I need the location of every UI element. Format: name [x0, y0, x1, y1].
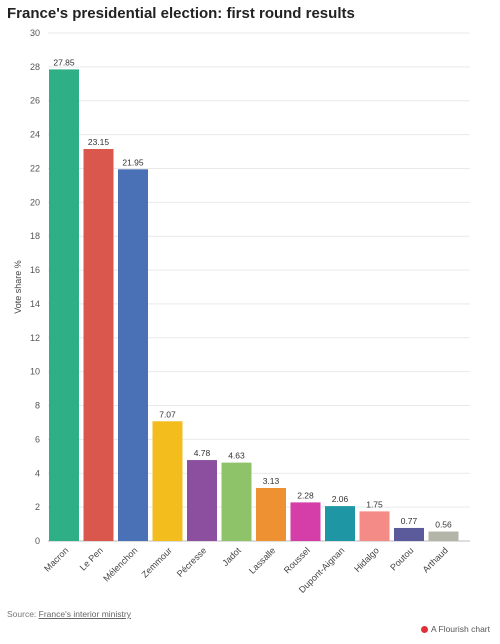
- bar[interactable]: [394, 527, 424, 541]
- y-tick-label: 12: [30, 333, 40, 343]
- source-prefix: Source:: [7, 609, 39, 619]
- category-label: Arthaud: [421, 545, 450, 574]
- y-tick-label: 18: [30, 231, 40, 241]
- y-tick-label: 22: [30, 163, 40, 173]
- y-tick-label: 14: [30, 299, 40, 309]
- bar[interactable]: [49, 69, 79, 541]
- category-label: Poutou: [388, 545, 415, 572]
- bars: [49, 69, 459, 541]
- value-label: 27.85: [53, 57, 75, 67]
- category-label: Mélenchon: [101, 545, 139, 583]
- value-labels: 27.85 23.15 21.95 7.07 4.78 4.63 3.13 2.28 2.06 1…: [53, 57, 452, 529]
- value-label: 21.95: [122, 157, 144, 167]
- y-tick-label: 24: [30, 130, 40, 140]
- bar[interactable]: [118, 169, 148, 541]
- category-label: Hidalgo: [352, 545, 381, 574]
- value-label: 2.28: [297, 490, 314, 500]
- flourish-credit[interactable]: A Flourish chart: [420, 624, 490, 634]
- flourish-logo-icon: [420, 625, 428, 633]
- y-tick-label: 8: [35, 401, 40, 411]
- value-label: 4.78: [194, 448, 211, 458]
- y-tick-label: 2: [35, 502, 40, 512]
- y-tick-label: 0: [35, 536, 40, 546]
- bar[interactable]: [290, 502, 321, 541]
- value-label: 2.06: [332, 494, 349, 504]
- y-tick-label: 16: [30, 265, 40, 275]
- bar[interactable]: [83, 148, 114, 541]
- value-label: 0.56: [435, 520, 452, 530]
- y-tick-label: 30: [30, 28, 40, 38]
- y-tick-label: 10: [30, 367, 40, 377]
- bar[interactable]: [187, 460, 217, 541]
- category-label: Lassalle: [247, 545, 277, 575]
- category-label: Macron: [42, 545, 70, 573]
- bar[interactable]: [221, 462, 252, 541]
- bar[interactable]: [359, 511, 390, 541]
- value-label: 3.13: [263, 476, 280, 486]
- y-tick-label: 28: [30, 62, 40, 72]
- value-label: 7.07: [159, 409, 176, 419]
- chart-title: France's presidential election: first ro…: [7, 5, 355, 22]
- source-note: Source: France's interior ministry: [7, 609, 131, 619]
- y-tick-label: 26: [30, 96, 40, 106]
- value-label: 1.75: [366, 499, 383, 509]
- gridlines: [48, 32, 470, 542]
- y-tick-label: 20: [30, 197, 40, 207]
- y-tick-label: 4: [35, 468, 40, 478]
- category-label: Zemmour: [140, 545, 174, 579]
- y-axis-label: Vote share %: [13, 260, 23, 314]
- flourish-credit-label: A Flourish chart: [430, 624, 490, 634]
- category-label: Le Pen: [78, 545, 105, 572]
- source-link[interactable]: France's interior ministry: [38, 609, 131, 619]
- category-label: Roussel: [282, 545, 312, 575]
- value-label: 23.15: [88, 137, 110, 147]
- category-label: Jadot: [220, 545, 243, 568]
- category-label: Pécresse: [175, 545, 209, 579]
- bar[interactable]: [428, 531, 459, 541]
- value-label: 0.77: [401, 516, 418, 526]
- bar[interactable]: [256, 487, 286, 541]
- bar[interactable]: [152, 421, 183, 541]
- y-tick-label: 6: [35, 434, 40, 444]
- bar[interactable]: [325, 506, 355, 541]
- value-label: 4.63: [228, 451, 245, 461]
